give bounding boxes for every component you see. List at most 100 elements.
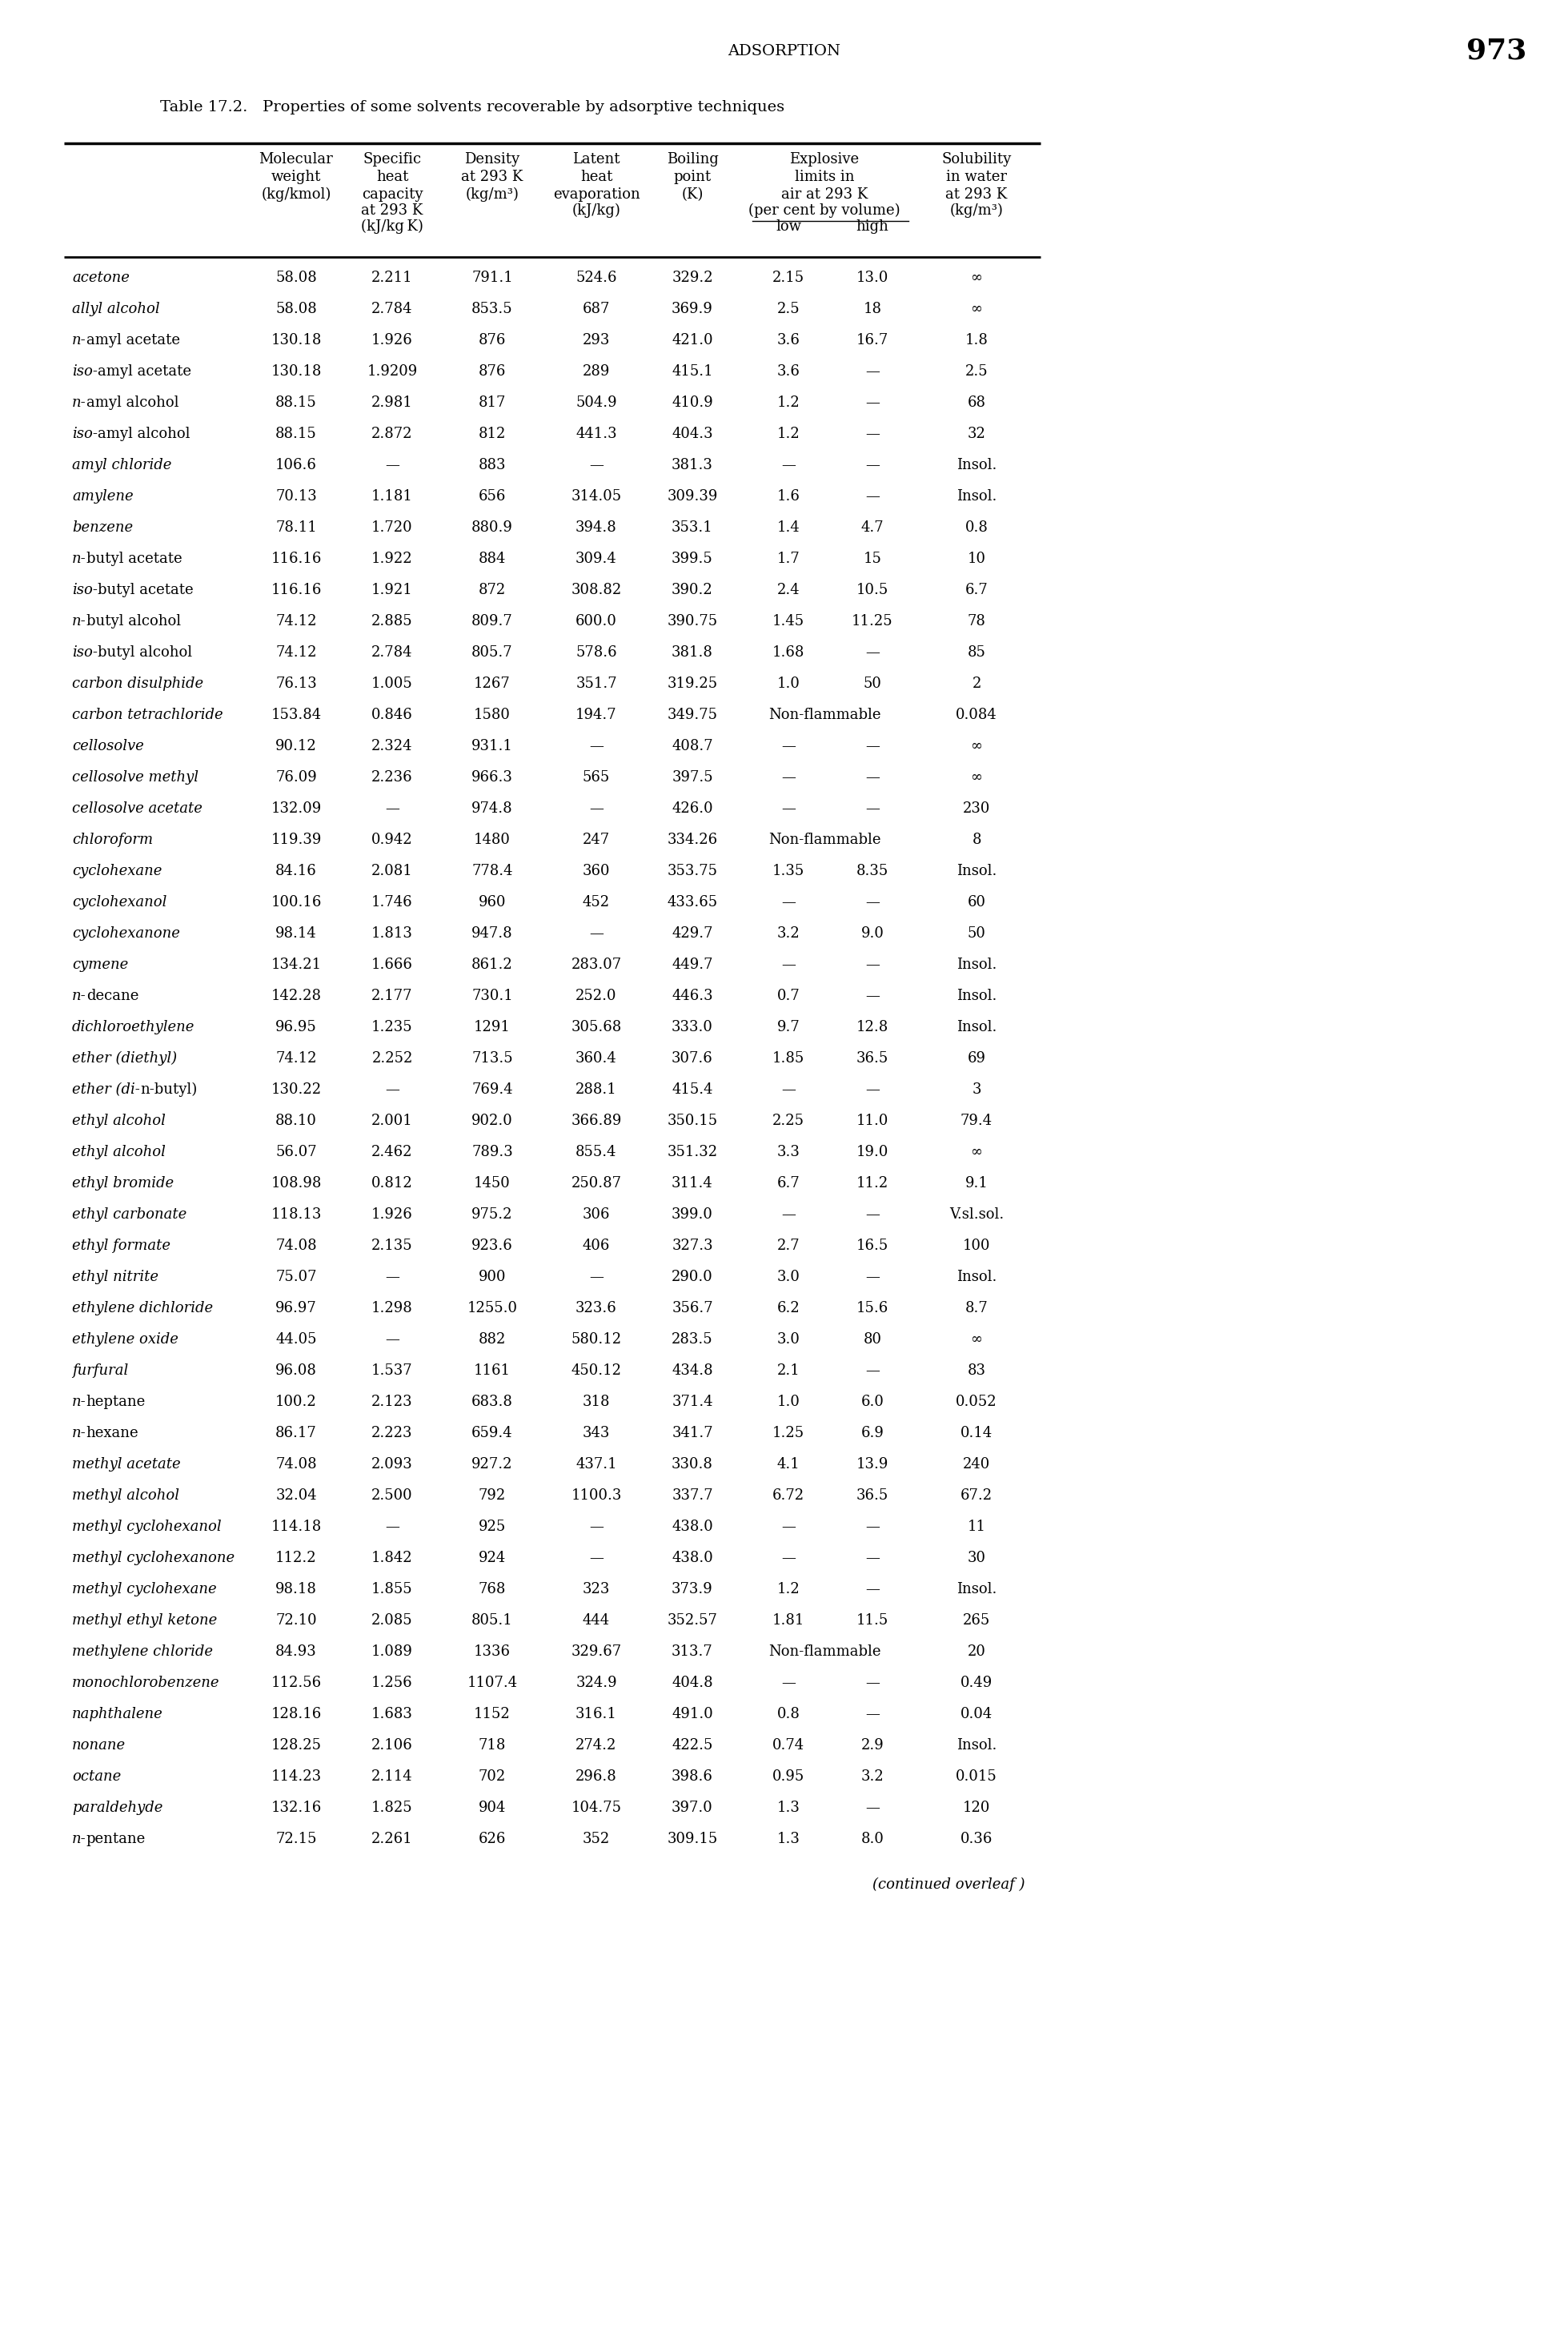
Text: —: — [866,363,880,380]
Text: 0.812: 0.812 [372,1176,412,1190]
Text: 274.2: 274.2 [575,1737,616,1751]
Text: 902.0: 902.0 [472,1113,513,1127]
Text: 1291: 1291 [474,1020,511,1034]
Text: Molecular: Molecular [259,151,334,168]
Text: 366.89: 366.89 [571,1113,621,1127]
Text: 1.7: 1.7 [776,552,800,566]
Text: —: — [866,801,880,815]
Text: —: — [866,957,880,971]
Text: (kJ/kg): (kJ/kg) [572,203,621,219]
Text: 324.9: 324.9 [575,1675,616,1691]
Text: 713.5: 713.5 [472,1050,513,1067]
Text: butyl acetate: butyl acetate [97,582,193,596]
Text: 130.18: 130.18 [271,333,321,347]
Text: 1.256: 1.256 [372,1675,412,1691]
Text: 812: 812 [478,426,506,440]
Text: amyl acetate: amyl acetate [86,333,180,347]
Text: 9.1: 9.1 [964,1176,988,1190]
Text: —: — [590,738,604,752]
Text: Table 17.2.   Properties of some solvents recoverable by adsorptive techniques: Table 17.2. Properties of some solvents … [160,100,784,114]
Text: butyl alcohol: butyl alcohol [86,615,180,629]
Text: methyl alcohol: methyl alcohol [72,1488,179,1502]
Text: 2.25: 2.25 [773,1113,804,1127]
Text: 1.2: 1.2 [776,1581,800,1595]
Text: 565: 565 [583,771,610,785]
Text: 305.68: 305.68 [571,1020,621,1034]
Text: 128.16: 128.16 [271,1707,321,1721]
Text: butyl alcohol: butyl alcohol [97,645,193,659]
Text: 2.1: 2.1 [776,1362,800,1379]
Text: 350.15: 350.15 [666,1113,718,1127]
Text: 44.05: 44.05 [276,1332,317,1346]
Text: 0.74: 0.74 [773,1737,804,1751]
Text: 394.8: 394.8 [575,519,618,536]
Text: 1.813: 1.813 [372,927,412,941]
Text: 283.5: 283.5 [671,1332,713,1346]
Text: 1161: 1161 [474,1362,511,1379]
Text: 404.3: 404.3 [671,426,713,440]
Text: dichloroethylene: dichloroethylene [72,1020,194,1034]
Text: 10.5: 10.5 [856,582,889,596]
Text: 769.4: 769.4 [472,1083,513,1097]
Text: Insol.: Insol. [956,489,997,503]
Text: methyl cyclohexanol: methyl cyclohexanol [72,1519,221,1535]
Text: 2.885: 2.885 [372,615,412,629]
Text: 600.0: 600.0 [575,615,618,629]
Text: 2.093: 2.093 [372,1458,412,1472]
Text: heat: heat [580,170,613,184]
Text: 58.08: 58.08 [276,303,317,317]
Text: octane: octane [72,1770,121,1784]
Text: 1.3: 1.3 [776,1833,800,1847]
Text: 2.15: 2.15 [773,270,804,284]
Text: butyl acetate: butyl acetate [86,552,182,566]
Text: 6.9: 6.9 [861,1425,884,1439]
Text: —: — [386,1519,400,1535]
Text: 319.25: 319.25 [666,675,718,692]
Text: 153.84: 153.84 [271,708,321,722]
Text: 1.181: 1.181 [372,489,412,503]
Text: 100.16: 100.16 [271,894,321,911]
Text: 88.15: 88.15 [276,426,317,440]
Text: 293: 293 [583,333,610,347]
Text: 306: 306 [582,1206,610,1223]
Text: 74.12: 74.12 [276,1050,317,1067]
Text: 308.82: 308.82 [571,582,621,596]
Text: —: — [866,1206,880,1223]
Text: naphthalene: naphthalene [72,1707,163,1721]
Text: —: — [866,1519,880,1535]
Text: ethyl bromide: ethyl bromide [72,1176,174,1190]
Text: carbon tetrachloride: carbon tetrachloride [72,708,223,722]
Text: 450.12: 450.12 [571,1362,621,1379]
Text: low: low [776,219,801,233]
Text: n-: n- [72,990,86,1004]
Text: 316.1: 316.1 [575,1707,618,1721]
Text: 2.7: 2.7 [778,1239,800,1253]
Text: n-: n- [72,1833,86,1847]
Text: —: — [866,459,880,473]
Text: 96.95: 96.95 [276,1020,317,1034]
Text: 406: 406 [583,1239,610,1253]
Text: 100.2: 100.2 [276,1395,317,1409]
Text: 904: 904 [478,1800,506,1814]
Text: ADSORPTION: ADSORPTION [728,44,840,58]
Text: 882: 882 [478,1332,506,1346]
Text: —: — [781,894,795,911]
Text: —: — [386,1083,400,1097]
Text: 9.7: 9.7 [776,1020,800,1034]
Text: 0.7: 0.7 [776,990,800,1004]
Text: Solubility: Solubility [941,151,1011,168]
Text: —: — [866,1269,880,1283]
Text: —: — [386,1269,400,1283]
Text: 415.4: 415.4 [671,1083,713,1097]
Text: carbon disulphide: carbon disulphide [72,675,204,692]
Text: 360: 360 [582,864,610,878]
Text: amyl alcohol: amyl alcohol [86,396,179,410]
Text: 79.4: 79.4 [961,1113,993,1127]
Text: 11.25: 11.25 [851,615,894,629]
Text: 334.26: 334.26 [666,834,718,848]
Text: 789.3: 789.3 [472,1146,513,1160]
Text: 50: 50 [967,927,986,941]
Text: 687: 687 [583,303,610,317]
Text: 6.0: 6.0 [861,1395,884,1409]
Text: —: — [866,771,880,785]
